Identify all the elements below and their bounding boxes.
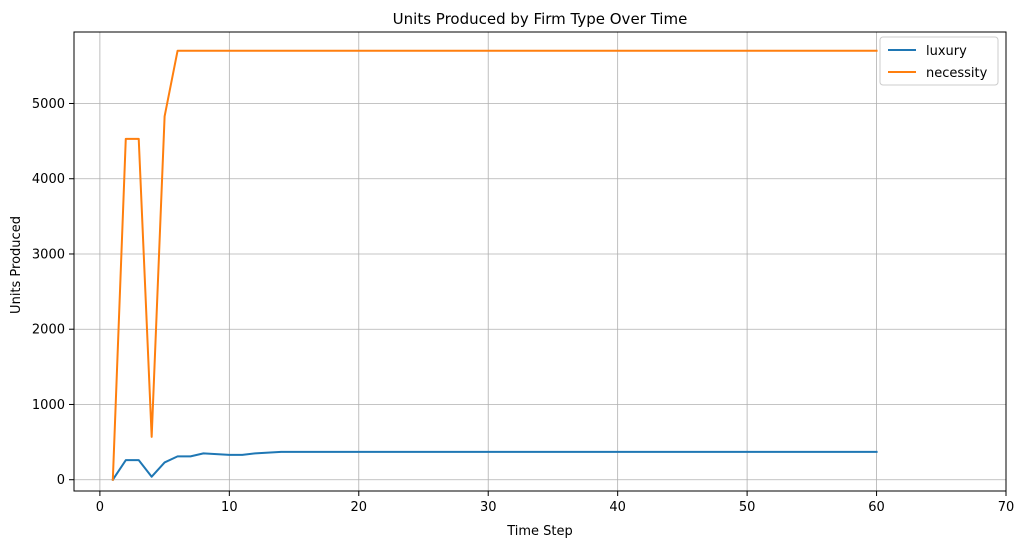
x-tick-label: 40 — [609, 500, 626, 515]
legend-label-luxury: luxury — [926, 44, 967, 59]
y-tick-label: 3000 — [32, 247, 65, 262]
series-line-necessity — [111, 49, 878, 481]
legend: luxury necessity — [879, 36, 999, 86]
x-tick-label: 60 — [868, 500, 885, 515]
y-axis-label: Units Produced — [9, 216, 24, 314]
x-tick-label: 70 — [998, 500, 1015, 515]
y-tick-label: 4000 — [32, 172, 65, 187]
y-tick-label: 1000 — [32, 398, 65, 413]
plot-frame — [73, 31, 1007, 492]
x-tick-label: 50 — [739, 500, 756, 515]
x-tick-label: 30 — [480, 500, 497, 515]
y-tick-label: 5000 — [32, 97, 65, 112]
chart-title: Units Produced by Firm Type Over Time — [393, 10, 688, 28]
legend-label-necessity: necessity — [926, 66, 988, 81]
series-line-luxury — [111, 450, 878, 482]
x-axis-label: Time Step — [506, 524, 573, 539]
x-tick-label: 20 — [351, 500, 368, 515]
grid-lines — [74, 32, 1007, 491]
y-tick-label: 2000 — [32, 323, 65, 338]
tick-labels: 0 10 20 30 40 50 60 70 0 1000 2000 3000 4000 5000 — [32, 97, 1014, 515]
series-lines — [111, 49, 878, 482]
x-tick-label: 0 — [96, 500, 104, 515]
axes — [69, 31, 1007, 496]
x-tick-label: 10 — [221, 500, 238, 515]
y-tick-label: 0 — [57, 473, 65, 488]
